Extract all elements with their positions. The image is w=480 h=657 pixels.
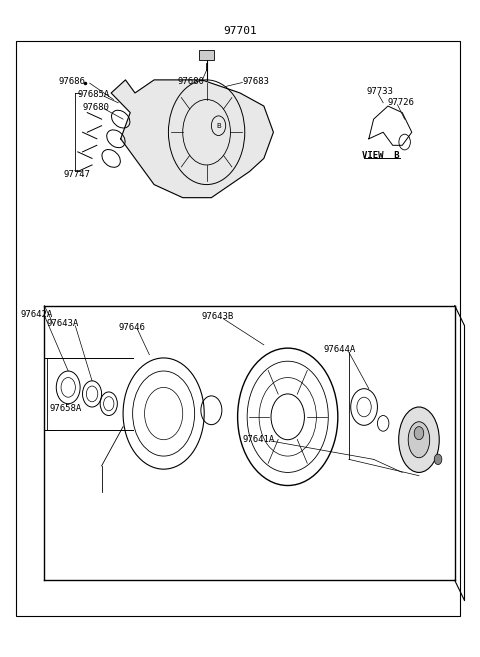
Text: 97686: 97686 <box>59 77 85 85</box>
Polygon shape <box>111 80 274 198</box>
Text: 97644A: 97644A <box>324 345 356 354</box>
Text: 97726: 97726 <box>388 99 415 107</box>
Text: 97643A: 97643A <box>47 319 79 328</box>
Ellipse shape <box>408 422 430 458</box>
Text: 97658A: 97658A <box>49 404 82 413</box>
Text: 97643B: 97643B <box>202 312 234 321</box>
Text: 97733: 97733 <box>366 87 393 96</box>
Text: VIEW  B: VIEW B <box>362 150 399 160</box>
Text: 97680: 97680 <box>83 103 109 112</box>
Text: 97747: 97747 <box>63 170 90 179</box>
Text: 97680: 97680 <box>178 77 205 85</box>
Bar <box>199 51 214 60</box>
Text: B: B <box>216 123 221 129</box>
Bar <box>16 41 459 616</box>
Text: 97701: 97701 <box>223 26 257 36</box>
Text: 97646: 97646 <box>118 323 145 332</box>
Text: 97642A: 97642A <box>21 309 53 319</box>
Text: 97641A: 97641A <box>242 435 275 444</box>
Circle shape <box>434 454 442 464</box>
Text: 97683: 97683 <box>242 77 269 85</box>
Text: 97685A: 97685A <box>78 90 110 99</box>
Ellipse shape <box>399 407 439 472</box>
Circle shape <box>414 426 424 440</box>
